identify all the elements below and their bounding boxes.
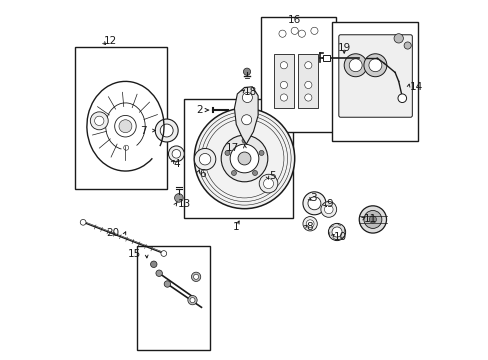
Circle shape	[344, 54, 366, 77]
Circle shape	[278, 30, 285, 37]
Circle shape	[161, 251, 166, 256]
Circle shape	[80, 220, 86, 225]
Circle shape	[90, 112, 108, 130]
Text: 9: 9	[325, 199, 332, 210]
Circle shape	[164, 281, 170, 287]
Bar	[298, 54, 318, 108]
Circle shape	[280, 62, 287, 69]
Circle shape	[231, 171, 236, 175]
Text: 2: 2	[196, 105, 202, 115]
Circle shape	[199, 153, 210, 165]
Text: 5: 5	[268, 171, 275, 181]
Circle shape	[307, 197, 320, 210]
Circle shape	[242, 93, 252, 103]
Bar	[183, 99, 292, 218]
Circle shape	[156, 270, 162, 276]
Text: 15: 15	[128, 248, 141, 258]
Circle shape	[94, 116, 104, 126]
Circle shape	[298, 30, 305, 37]
Circle shape	[243, 68, 250, 75]
Bar	[137, 246, 210, 350]
Text: 6: 6	[199, 168, 206, 179]
Circle shape	[397, 94, 406, 103]
Text: 13: 13	[177, 199, 190, 210]
Bar	[260, 17, 335, 132]
Text: 18: 18	[244, 87, 257, 97]
Circle shape	[305, 220, 313, 228]
Text: 14: 14	[409, 82, 423, 93]
Circle shape	[263, 179, 273, 189]
Bar	[322, 55, 329, 61]
FancyArrowPatch shape	[204, 108, 208, 112]
Circle shape	[304, 81, 311, 89]
Circle shape	[252, 171, 257, 175]
Circle shape	[224, 150, 229, 156]
Circle shape	[221, 135, 267, 182]
Circle shape	[324, 205, 332, 214]
Circle shape	[259, 150, 264, 156]
Circle shape	[187, 296, 197, 305]
Circle shape	[155, 119, 178, 142]
Text: 19: 19	[337, 43, 350, 53]
Circle shape	[190, 298, 195, 303]
Circle shape	[242, 138, 246, 143]
Circle shape	[194, 108, 294, 209]
Circle shape	[238, 152, 250, 165]
Circle shape	[168, 146, 184, 162]
Circle shape	[363, 211, 381, 228]
Text: 7: 7	[140, 126, 147, 135]
Circle shape	[115, 116, 136, 137]
Circle shape	[331, 227, 341, 237]
Circle shape	[150, 261, 157, 267]
Circle shape	[172, 149, 180, 158]
Circle shape	[303, 217, 317, 231]
Circle shape	[368, 59, 381, 72]
Circle shape	[241, 115, 251, 125]
Circle shape	[193, 274, 198, 279]
Circle shape	[290, 27, 298, 35]
Circle shape	[304, 94, 311, 101]
Circle shape	[348, 59, 362, 72]
Circle shape	[259, 174, 277, 193]
Text: 3: 3	[309, 193, 316, 203]
Polygon shape	[234, 87, 258, 144]
Text: 1: 1	[233, 222, 240, 232]
Text: 17: 17	[226, 143, 239, 153]
Bar	[273, 54, 293, 108]
Text: 12: 12	[104, 36, 117, 46]
Text: 20: 20	[106, 228, 120, 238]
Circle shape	[194, 148, 215, 170]
Circle shape	[403, 42, 410, 49]
Text: 11: 11	[363, 214, 376, 224]
Circle shape	[119, 120, 132, 133]
Circle shape	[310, 27, 317, 35]
Circle shape	[363, 54, 386, 77]
Circle shape	[359, 206, 386, 233]
Text: 8: 8	[305, 222, 312, 232]
Circle shape	[160, 124, 173, 137]
Circle shape	[303, 192, 325, 215]
Circle shape	[280, 94, 287, 101]
Circle shape	[304, 62, 311, 69]
Circle shape	[320, 202, 336, 217]
Circle shape	[174, 194, 183, 202]
Circle shape	[393, 34, 403, 43]
Circle shape	[191, 272, 201, 282]
Circle shape	[230, 144, 258, 173]
Text: 16: 16	[287, 15, 300, 25]
Circle shape	[328, 224, 345, 240]
Bar	[332, 22, 418, 140]
Text: 10: 10	[333, 232, 346, 242]
Circle shape	[280, 81, 287, 89]
Bar	[75, 47, 167, 189]
Text: 4: 4	[173, 158, 180, 168]
Circle shape	[368, 216, 376, 223]
Circle shape	[123, 145, 128, 150]
FancyBboxPatch shape	[338, 35, 411, 117]
